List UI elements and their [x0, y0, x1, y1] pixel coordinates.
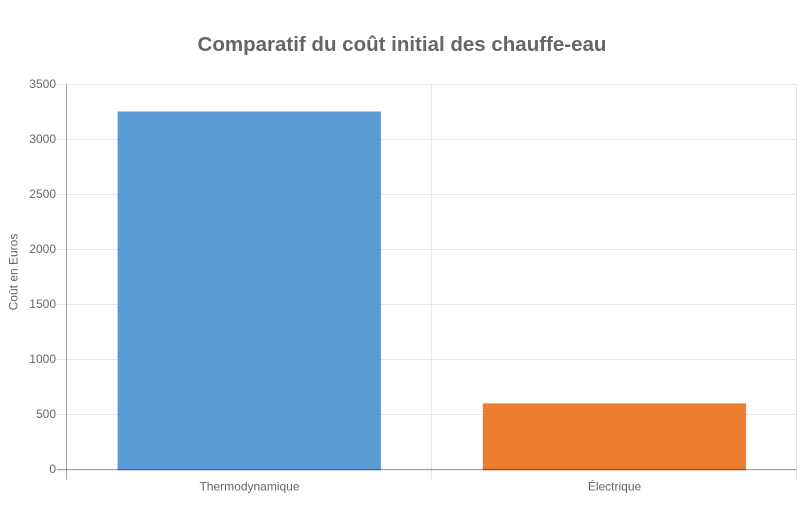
svg-text:500: 500 — [36, 407, 56, 421]
svg-text:Coût en Euros: Coût en Euros — [7, 234, 21, 311]
svg-text:1500: 1500 — [29, 297, 56, 311]
svg-text:3000: 3000 — [29, 132, 56, 146]
svg-text:2000: 2000 — [29, 242, 56, 256]
svg-text:3500: 3500 — [29, 77, 56, 91]
svg-text:Comparatif du coût initial des: Comparatif du coût initial des chauffe-e… — [198, 33, 607, 56]
svg-text:Thermodynamique: Thermodynamique — [199, 480, 299, 494]
svg-text:Électrique: Électrique — [588, 479, 642, 494]
svg-text:0: 0 — [49, 462, 56, 476]
svg-text:1000: 1000 — [29, 352, 56, 366]
svg-text:2500: 2500 — [29, 187, 56, 201]
